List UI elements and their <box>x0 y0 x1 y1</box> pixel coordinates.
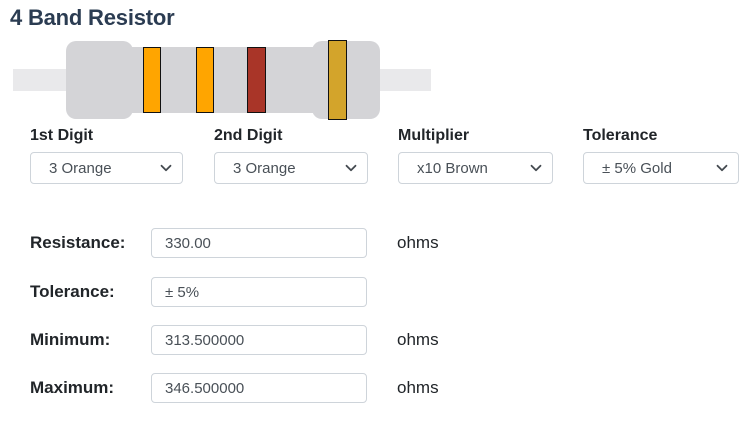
resistance-row: Resistance: ohms <box>0 228 744 258</box>
first-digit-field: 1st Digit 3 Orange <box>30 127 183 184</box>
first-digit-label: 1st Digit <box>30 127 94 144</box>
first-digit-select[interactable]: 3 Orange <box>30 152 183 184</box>
minimum-row: Minimum: ohms <box>0 325 744 355</box>
multiplier-field: Multiplier x10 Brown <box>398 127 553 184</box>
tolerance-band <box>328 40 347 120</box>
minimum-label: Minimum: <box>30 330 111 349</box>
tolerance-field: Tolerance ± 5% Gold <box>583 127 739 184</box>
tolerance-select[interactable]: ± 5% Gold <box>583 152 739 184</box>
maximum-label: Maximum: <box>30 378 115 397</box>
second-digit-band <box>196 47 214 113</box>
maximum-row: Maximum: ohms <box>0 373 744 403</box>
minimum-input[interactable] <box>151 325 367 355</box>
second-digit-select[interactable]: 3 Orange <box>214 152 368 184</box>
resistor-body <box>100 47 345 113</box>
maximum-unit: ohms <box>397 378 439 397</box>
second-digit-label: 2nd Digit <box>214 127 283 144</box>
maximum-input[interactable] <box>151 373 367 403</box>
multiplier-label: Multiplier <box>398 127 470 144</box>
resistance-unit: ohms <box>397 233 439 252</box>
minimum-unit: ohms <box>397 330 439 349</box>
tolerance-row: Tolerance: <box>0 277 744 307</box>
multiplier-select[interactable]: x10 Brown <box>398 152 553 184</box>
tolerance-result-label: Tolerance: <box>30 282 115 301</box>
multiplier-band <box>247 47 266 113</box>
second-digit-field: 2nd Digit 3 Orange <box>214 127 368 184</box>
resistance-input[interactable] <box>151 228 367 258</box>
page-title: 4 Band Resistor <box>10 5 175 30</box>
first-digit-band <box>143 47 161 113</box>
tolerance-label: Tolerance <box>583 127 658 144</box>
resistor-body-left-cap <box>66 41 133 119</box>
resistance-label: Resistance: <box>30 233 126 252</box>
resistor-graphic <box>0 0 744 130</box>
tolerance-input[interactable] <box>151 277 367 307</box>
